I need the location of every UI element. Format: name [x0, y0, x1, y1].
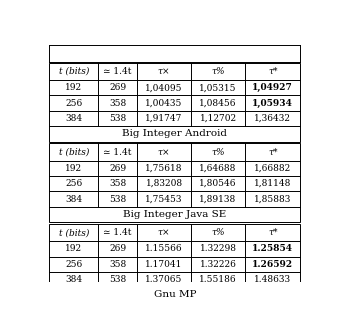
Text: τ%: τ% — [211, 67, 225, 76]
Text: ≃ 1.4t: ≃ 1.4t — [103, 228, 132, 237]
Text: 256: 256 — [65, 179, 82, 188]
Text: Gnu MP: Gnu MP — [153, 290, 196, 300]
Text: 1.15566: 1.15566 — [145, 244, 183, 253]
Text: 1.26592: 1.26592 — [252, 260, 293, 269]
Text: 1.25854: 1.25854 — [252, 244, 293, 253]
Text: ≃ 1.4t: ≃ 1.4t — [103, 147, 132, 157]
Text: 1,08456: 1,08456 — [199, 99, 237, 107]
Text: 1,80546: 1,80546 — [199, 179, 237, 188]
Text: τ*: τ* — [268, 147, 278, 157]
Text: 1,05315: 1,05315 — [199, 83, 237, 92]
Text: 1,04927: 1,04927 — [252, 83, 293, 92]
Text: 538: 538 — [109, 114, 126, 123]
Text: 1,85883: 1,85883 — [254, 195, 291, 204]
Text: t (bits): t (bits) — [59, 228, 89, 237]
Bar — [49, 224, 300, 303]
Text: τ%: τ% — [211, 228, 225, 237]
Text: τ*: τ* — [268, 228, 278, 237]
Text: 358: 358 — [109, 179, 126, 188]
Text: 1,66882: 1,66882 — [254, 164, 291, 173]
Text: τ×: τ× — [158, 228, 170, 237]
Text: 1,04095: 1,04095 — [145, 83, 183, 92]
Text: τ*: τ* — [268, 67, 278, 76]
Text: 1.17041: 1.17041 — [145, 260, 183, 269]
Text: 384: 384 — [65, 275, 82, 284]
Text: 192: 192 — [65, 83, 82, 92]
Text: Big Integer Android: Big Integer Android — [122, 129, 227, 138]
Text: 1.55186: 1.55186 — [199, 275, 237, 284]
Text: 384: 384 — [65, 195, 82, 204]
Text: 1,75453: 1,75453 — [145, 195, 183, 204]
Text: t (bits): t (bits) — [59, 147, 89, 157]
Text: 1,64688: 1,64688 — [199, 164, 237, 173]
Text: 1,36432: 1,36432 — [254, 114, 291, 123]
Text: 269: 269 — [109, 244, 126, 253]
Text: 1,91747: 1,91747 — [145, 114, 183, 123]
Text: 256: 256 — [65, 99, 82, 107]
Text: t (bits): t (bits) — [59, 67, 89, 76]
Text: 269: 269 — [109, 83, 126, 92]
Text: τ×: τ× — [158, 67, 170, 76]
Text: 1.37065: 1.37065 — [145, 275, 183, 284]
Text: 1,05934: 1,05934 — [252, 99, 293, 107]
Text: 358: 358 — [109, 260, 126, 269]
Bar — [49, 144, 300, 222]
Text: 1,83208: 1,83208 — [146, 179, 183, 188]
Text: 256: 256 — [65, 260, 82, 269]
Text: τ%: τ% — [211, 147, 225, 157]
Text: 1,00435: 1,00435 — [145, 99, 183, 107]
Text: 192: 192 — [65, 244, 82, 253]
Text: 1.32298: 1.32298 — [199, 244, 237, 253]
Text: τ×: τ× — [158, 147, 170, 157]
Text: 384: 384 — [65, 114, 82, 123]
Text: ≃ 1.4t: ≃ 1.4t — [103, 67, 132, 76]
Text: 269: 269 — [109, 164, 126, 173]
Text: 538: 538 — [109, 275, 126, 284]
Text: 1.48633: 1.48633 — [254, 275, 291, 284]
Text: 538: 538 — [109, 195, 126, 204]
Bar — [49, 63, 300, 141]
Text: 1.32226: 1.32226 — [199, 260, 237, 269]
Text: 192: 192 — [65, 164, 82, 173]
Text: 1,81148: 1,81148 — [254, 179, 291, 188]
Text: 358: 358 — [109, 99, 126, 107]
Text: 1,12702: 1,12702 — [199, 114, 237, 123]
Text: 1,89138: 1,89138 — [199, 195, 237, 204]
Text: 1,75618: 1,75618 — [145, 164, 183, 173]
Text: Big Integer Java SE: Big Integer Java SE — [123, 210, 226, 219]
